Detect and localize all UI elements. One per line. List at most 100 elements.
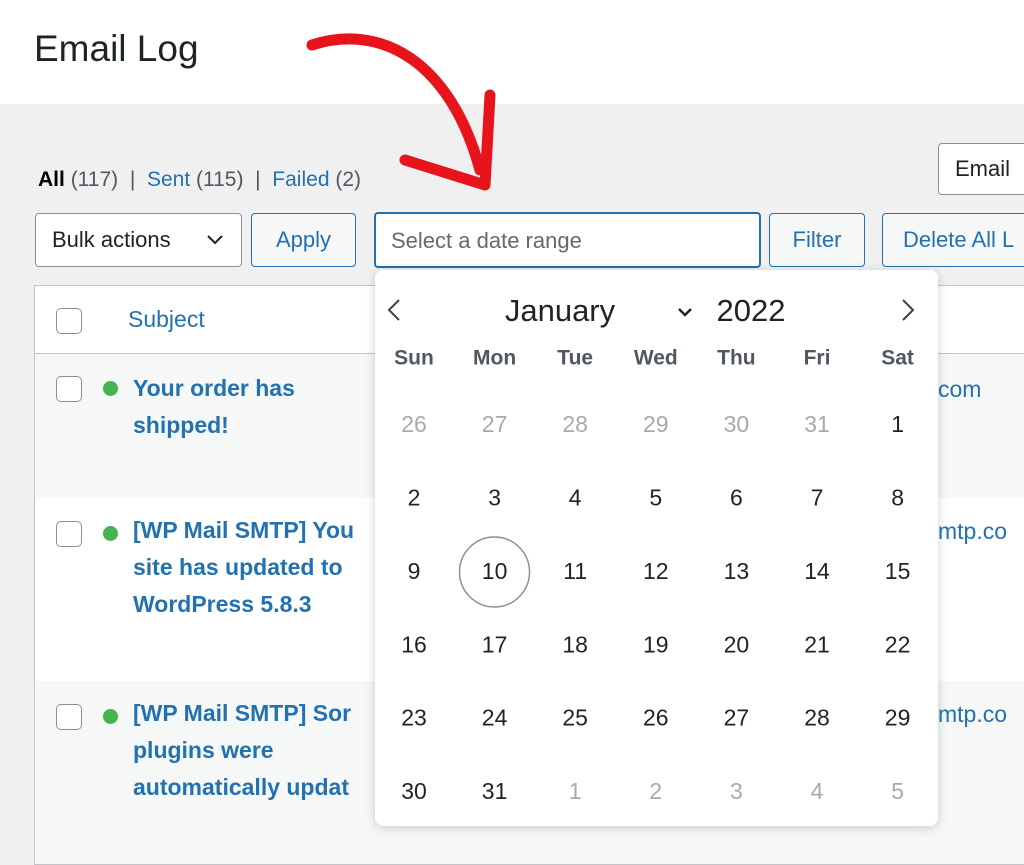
recipient: com	[938, 376, 982, 402]
status-dot	[103, 709, 118, 724]
status-dot	[103, 381, 118, 396]
search-type[interactable]: Email	[938, 143, 1024, 195]
day[interactable]: 4	[569, 484, 582, 510]
filter-button[interactable]: Filter	[769, 213, 865, 267]
day[interactable]: 1	[569, 778, 582, 804]
day[interactable]: 4	[811, 778, 824, 804]
recipient: mtp.co	[938, 518, 1008, 544]
month-select[interactable]: January	[505, 293, 616, 328]
day[interactable]: 30	[724, 411, 750, 437]
day[interactable]: 2	[408, 484, 421, 510]
header: Email Log	[0, 0, 1024, 104]
checkbox[interactable]	[56, 521, 82, 547]
count: (117)	[70, 168, 119, 191]
count: (2)	[335, 168, 362, 191]
weekday: Wed	[634, 347, 678, 370]
day[interactable]: 1	[891, 411, 904, 437]
year[interactable]: 2022	[717, 293, 786, 328]
delete-all-button[interactable]: Delete All L	[882, 213, 1024, 267]
view-filters: All (117) | Sent (115) | Failed (2)	[38, 168, 361, 192]
date-range-input[interactable]: Select a date range	[374, 212, 761, 268]
apply-button[interactable]: Apply	[251, 213, 356, 267]
day[interactable]: 18	[562, 631, 588, 657]
day[interactable]: 11	[563, 558, 587, 584]
day[interactable]: 31	[482, 778, 508, 804]
prev-month[interactable]	[387, 299, 400, 321]
separator: |	[129, 168, 136, 191]
subject-line: Your order has	[133, 375, 295, 401]
day[interactable]: 5	[649, 484, 662, 510]
arrow-annotation	[306, 33, 496, 191]
page-title: Email Log	[34, 28, 199, 69]
subject[interactable]: [WP Mail SMTP] You site has updated to Wor…	[133, 512, 354, 623]
day[interactable]: 7	[811, 484, 824, 510]
view-all[interactable]: All	[38, 168, 65, 191]
checkbox[interactable]	[56, 704, 82, 730]
day[interactable]: 10	[482, 558, 508, 584]
day[interactable]: 15	[885, 558, 911, 584]
day[interactable]: 17	[482, 631, 508, 657]
next-month[interactable]	[902, 299, 915, 321]
day[interactable]: 9	[408, 558, 421, 584]
day[interactable]: 6	[730, 484, 743, 510]
day[interactable]: 2	[649, 778, 662, 804]
day[interactable]: 23	[401, 705, 427, 731]
day[interactable]: 29	[643, 411, 669, 437]
view-sent[interactable]: Sent	[146, 168, 191, 191]
weekday: Mon	[473, 347, 516, 370]
placeholder: Select a date range	[391, 228, 582, 253]
today-marker	[458, 536, 531, 608]
subject-line: automatically updat	[133, 774, 349, 800]
subject-line: [WP Mail SMTP] Sor	[133, 700, 352, 726]
day[interactable]: 27	[724, 705, 750, 731]
status-dot	[103, 526, 118, 541]
subject-line: [WP Mail SMTP] You	[133, 517, 355, 543]
subject-line: WordPress 5.8.3	[133, 591, 312, 617]
day[interactable]: 19	[643, 631, 669, 657]
day[interactable]: 5	[891, 778, 904, 804]
date-picker: January 2022 Sun Mon Tue Wed Thu Fri Sat 26 27 28…	[375, 270, 938, 826]
day[interactable]: 28	[804, 705, 830, 731]
day[interactable]: 21	[804, 631, 830, 657]
subject-header[interactable]: Subject	[128, 306, 205, 332]
day[interactable]: 24	[482, 705, 508, 731]
subject[interactable]: [WP Mail SMTP] Sor plugins were automatica…	[133, 695, 351, 806]
day[interactable]: 28	[562, 411, 588, 437]
day[interactable]: 12	[643, 558, 669, 584]
separator: |	[255, 168, 261, 191]
weekday: Tue	[557, 347, 593, 370]
day[interactable]: 20	[724, 631, 750, 657]
day[interactable]: 13	[724, 558, 750, 584]
bulk-actions[interactable]: Bulk actions	[35, 213, 242, 267]
count: (115)	[196, 168, 244, 191]
subject[interactable]: Your order has shipped!	[133, 370, 295, 444]
chevron	[207, 235, 223, 245]
day[interactable]: 16	[401, 631, 427, 657]
subject-line: plugins were	[133, 737, 274, 763]
bulk-actions-label: Bulk actions	[52, 227, 171, 252]
checkbox[interactable]	[56, 308, 82, 334]
day[interactable]: 25	[562, 705, 588, 731]
view-failed[interactable]: Failed	[272, 168, 330, 191]
day[interactable]: 22	[885, 631, 911, 657]
day[interactable]: 30	[401, 778, 427, 804]
day[interactable]: 29	[885, 705, 911, 731]
day[interactable]: 14	[804, 558, 830, 584]
weekday: Sun	[394, 347, 434, 370]
recipient: mtp.co	[938, 701, 1008, 727]
day[interactable]: 3	[730, 778, 743, 804]
day[interactable]: 26	[401, 411, 427, 437]
checkbox[interactable]	[56, 376, 82, 402]
day[interactable]: 3	[488, 484, 501, 510]
day[interactable]: 8	[891, 484, 904, 510]
day[interactable]: 26	[643, 705, 669, 731]
weekday: Fri	[804, 347, 831, 370]
subject-line: shipped!	[133, 412, 229, 438]
day[interactable]: 31	[804, 411, 830, 437]
weekday: Sat	[881, 347, 914, 370]
search-type-label: Email	[955, 156, 1011, 181]
weekday: Thu	[717, 347, 755, 370]
day[interactable]: 27	[482, 411, 508, 437]
